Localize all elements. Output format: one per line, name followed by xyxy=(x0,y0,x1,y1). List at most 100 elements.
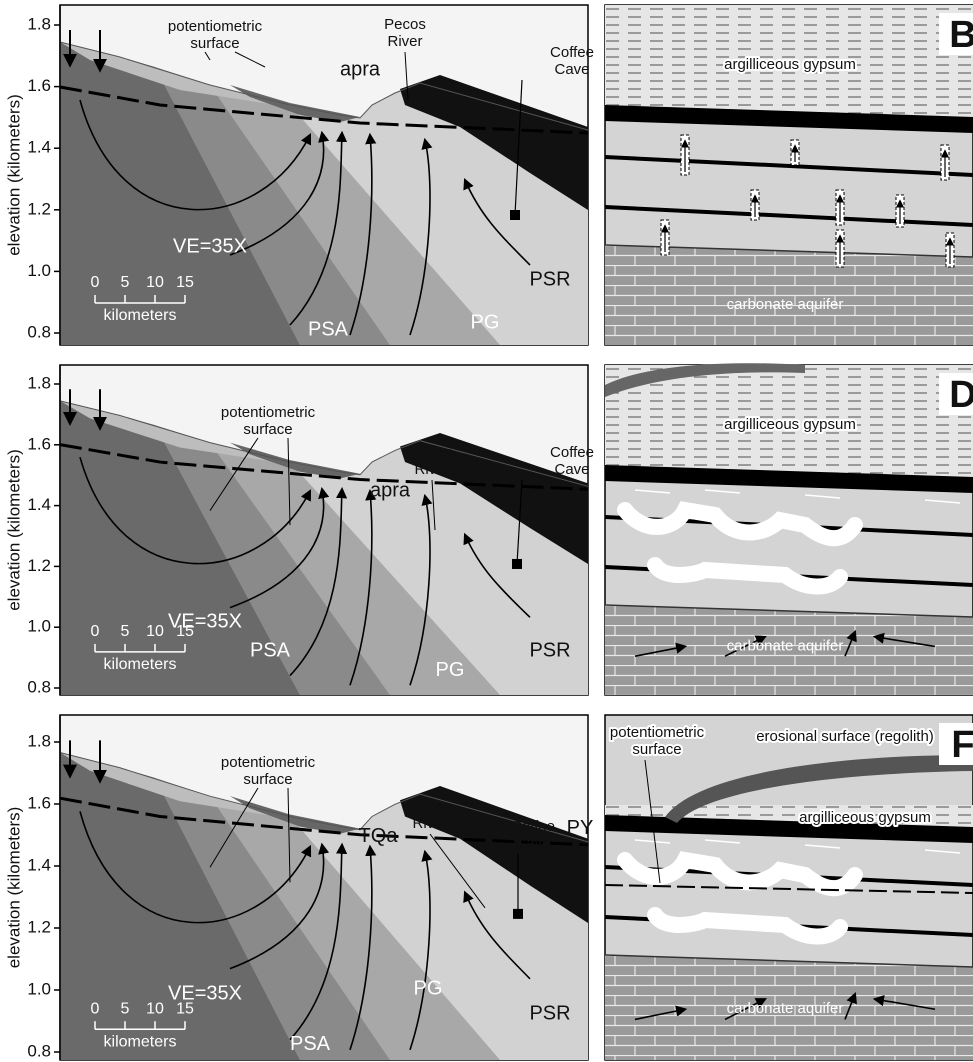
flow-arrow xyxy=(289,130,348,326)
psa-unit xyxy=(60,752,300,1060)
unit-label: PSR xyxy=(529,1003,570,1025)
leader-line xyxy=(404,51,409,101)
y-tick-label: 1.2 xyxy=(27,199,51,218)
py-unit xyxy=(400,432,588,564)
leader-line xyxy=(516,479,523,565)
dissolution-void xyxy=(617,851,863,945)
unit-label: PSR xyxy=(529,268,570,290)
y-tick-label: 1.0 xyxy=(27,617,51,636)
gypsum-label: argilliceous gypsum xyxy=(724,416,856,433)
leader-line xyxy=(514,79,523,216)
potentiometric-label: potentiometric xyxy=(168,18,263,35)
gypsum-layer xyxy=(605,805,973,827)
black-bed xyxy=(605,465,973,493)
flow-arrow xyxy=(804,494,841,499)
leader-line xyxy=(287,787,291,883)
unit-label: PSA xyxy=(290,1033,331,1055)
river-label: Pecos xyxy=(409,798,451,815)
letter-box xyxy=(939,373,973,415)
thin-bed xyxy=(605,155,973,177)
carbonate-aquifer xyxy=(605,245,973,345)
potentiometric-line xyxy=(59,85,589,135)
regolith xyxy=(665,755,973,823)
cave-label: Cave xyxy=(554,461,589,478)
flow-arrow xyxy=(349,488,377,686)
letter-box xyxy=(939,723,973,765)
black-bed xyxy=(605,105,973,133)
erosional-label: erosional surface (regolith) xyxy=(756,728,934,745)
flow-arrow xyxy=(724,998,767,1021)
river-label: River xyxy=(387,33,422,50)
potentiometric-label: potentiometric xyxy=(221,404,316,421)
flow-arrow xyxy=(229,130,330,256)
scale-tick-label: 0 xyxy=(91,1000,100,1017)
gypsum-layer xyxy=(605,365,973,477)
deposit-label: apra xyxy=(340,58,381,80)
y-tick-label: 0.8 xyxy=(27,322,51,341)
leader-line xyxy=(644,759,661,884)
scale-tick-label: 0 xyxy=(91,274,100,291)
cave-marker xyxy=(513,908,523,919)
flow-arrow xyxy=(289,486,348,677)
aquifer-top xyxy=(604,954,973,968)
flow-arrow xyxy=(924,499,961,504)
carbonate-aquifer xyxy=(605,605,973,695)
cross-section-panel: 1.8 1.6 1.4 1.2 1.0 0.8 elevation (kilometers)… xyxy=(4,4,639,346)
flow-arrow xyxy=(79,456,312,565)
y-axis-label: elevation (kilometers) xyxy=(4,449,23,611)
leader-line xyxy=(209,787,259,868)
scale-tick-label: 0 xyxy=(91,623,100,640)
middle-unit xyxy=(155,425,390,695)
exaggeration-label: VE=35X xyxy=(173,235,247,257)
flow-arrow xyxy=(289,842,348,1041)
flow-arrow xyxy=(634,642,688,657)
scale-tick-label: 5 xyxy=(121,623,130,640)
y-axis-label: elevation (kilometers) xyxy=(4,94,23,256)
y-tick-label: 1.4 xyxy=(27,855,51,874)
river-label: River xyxy=(414,461,449,478)
y-tick-label: 1.8 xyxy=(27,731,51,750)
scale-tick-label: 15 xyxy=(176,274,194,291)
flow-arrow xyxy=(463,177,531,266)
leader-line xyxy=(204,51,211,61)
cave-label: Cave xyxy=(515,835,550,852)
y-tick-label: 1.2 xyxy=(27,556,51,575)
thin-bed xyxy=(605,205,973,227)
cave-label: Cave xyxy=(554,61,589,78)
scale-tick-label: 5 xyxy=(121,274,130,291)
detail-panel: argilliceous gypsum carbonate aquifer B xyxy=(604,4,973,346)
flow-arrow xyxy=(724,635,768,657)
flow-arrow xyxy=(463,890,531,980)
potentiometric-label: potentiometric xyxy=(610,724,705,741)
scale-tick-label: 15 xyxy=(176,1000,194,1017)
psa-unit xyxy=(60,42,300,345)
scale-tick-label: 10 xyxy=(146,1000,164,1017)
aquifer-top xyxy=(604,604,973,618)
potentiometric-line xyxy=(59,796,589,847)
potentiometric-label: surface xyxy=(243,421,292,438)
flow-arrow xyxy=(844,629,857,657)
cave-label: Coffee xyxy=(511,818,555,835)
y-tick-label: 1.6 xyxy=(27,434,51,453)
flow-arrow xyxy=(804,844,841,849)
y-tick-label: 1.8 xyxy=(27,14,51,33)
y-tick-label: 0.8 xyxy=(27,677,51,696)
flow-arrow xyxy=(349,132,377,336)
pg-unit xyxy=(210,85,500,345)
flow-arrow xyxy=(79,811,312,924)
upper-layer xyxy=(605,363,805,397)
y-tick-label: 0.8 xyxy=(27,1041,51,1060)
psa-unit xyxy=(60,400,300,695)
detail-panel: argilliceous gypsum carbonate aquifer D xyxy=(604,363,973,696)
middle-unit xyxy=(155,777,390,1060)
river-label: Pecos xyxy=(411,444,453,461)
potentiometric-label: potentiometric xyxy=(221,754,316,771)
panel-letter: F xyxy=(951,724,973,766)
py-unit xyxy=(400,786,588,924)
potentiometric-line xyxy=(59,443,589,491)
unit-label: PSA xyxy=(308,318,349,340)
cave-marker xyxy=(510,210,520,220)
letter-box xyxy=(939,13,973,55)
flow-arrow xyxy=(463,532,531,618)
unit-label: PG xyxy=(436,659,465,681)
